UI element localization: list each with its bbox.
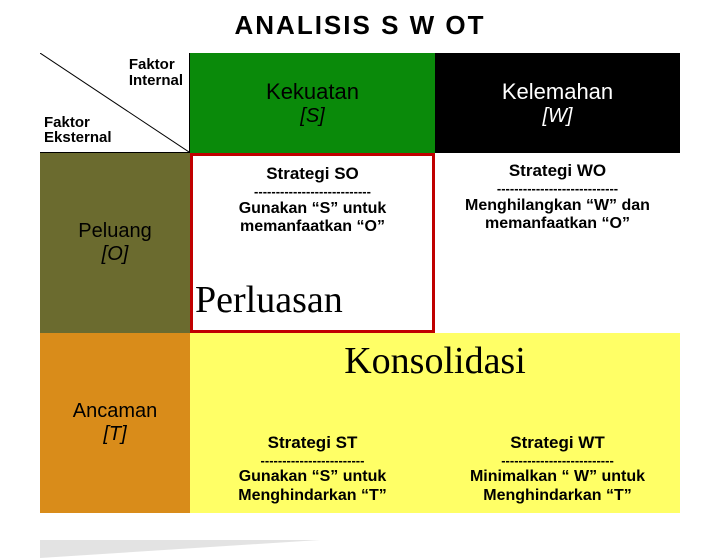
shadow-decoration xyxy=(40,540,320,558)
internal-factor-label: Faktor Internal xyxy=(129,57,183,89)
row-threat: Ancaman [T] xyxy=(40,333,190,513)
internal-line1: Faktor xyxy=(129,56,175,73)
cell-wo: Strategi WO ----------------------------… xyxy=(435,153,680,333)
corner-cell: Faktor Internal Faktor Eksternal xyxy=(40,53,190,153)
wo-divider: ---------------------------- xyxy=(497,183,618,195)
header-weakness-title: Kelemahan xyxy=(502,79,613,105)
row-opportunity-sub: [O] xyxy=(102,243,129,266)
so-title: Strategi SO xyxy=(266,164,359,184)
wo-body: Menghilangkan “W” dan memanfaatkan “O” xyxy=(435,197,680,234)
row-threat-sub: [T] xyxy=(103,423,126,446)
wt-divider: -------------------------- xyxy=(501,455,614,467)
cell-so: Strategi SO --------------------------- … xyxy=(190,153,435,333)
header-weakness-sub: [W] xyxy=(543,105,573,128)
so-divider: --------------------------- xyxy=(254,186,371,198)
row-threat-title: Ancaman xyxy=(73,400,158,423)
header-strength: Kekuatan [S] xyxy=(190,53,435,153)
header-strength-title: Kekuatan xyxy=(266,79,359,105)
so-body: Gunakan “S” untuk memanfaatkan “O” xyxy=(193,200,432,237)
cell-wt: Strategi WT -------------------------- M… xyxy=(435,333,680,513)
swot-grid: Faktor Internal Faktor Eksternal Kekuata… xyxy=(40,53,680,513)
wo-title: Strategi WO xyxy=(509,161,606,181)
page-title: ANALISIS S W OT xyxy=(20,10,700,41)
cell-st: Konsolidasi Strategi ST ----------------… xyxy=(190,333,435,513)
row-opportunity: Peluang [O] xyxy=(40,153,190,333)
external-line1: Faktor xyxy=(44,114,90,131)
wt-title: Strategi WT xyxy=(510,433,604,453)
wt-body: Minimalkan “ W” untuk Menghindarkan “T” xyxy=(435,468,680,505)
internal-line2: Internal xyxy=(129,72,183,89)
row-opportunity-title: Peluang xyxy=(78,220,151,243)
header-weakness: Kelemahan [W] xyxy=(435,53,680,153)
external-line2: Eksternal xyxy=(44,129,112,146)
st-body: Gunakan “S” untuk Menghindarkan “T” xyxy=(190,468,435,505)
external-factor-label: Faktor Eksternal xyxy=(44,115,112,147)
header-strength-sub: [S] xyxy=(300,105,324,128)
st-divider: ------------------------ xyxy=(261,455,365,467)
st-title: Strategi ST xyxy=(268,433,358,453)
